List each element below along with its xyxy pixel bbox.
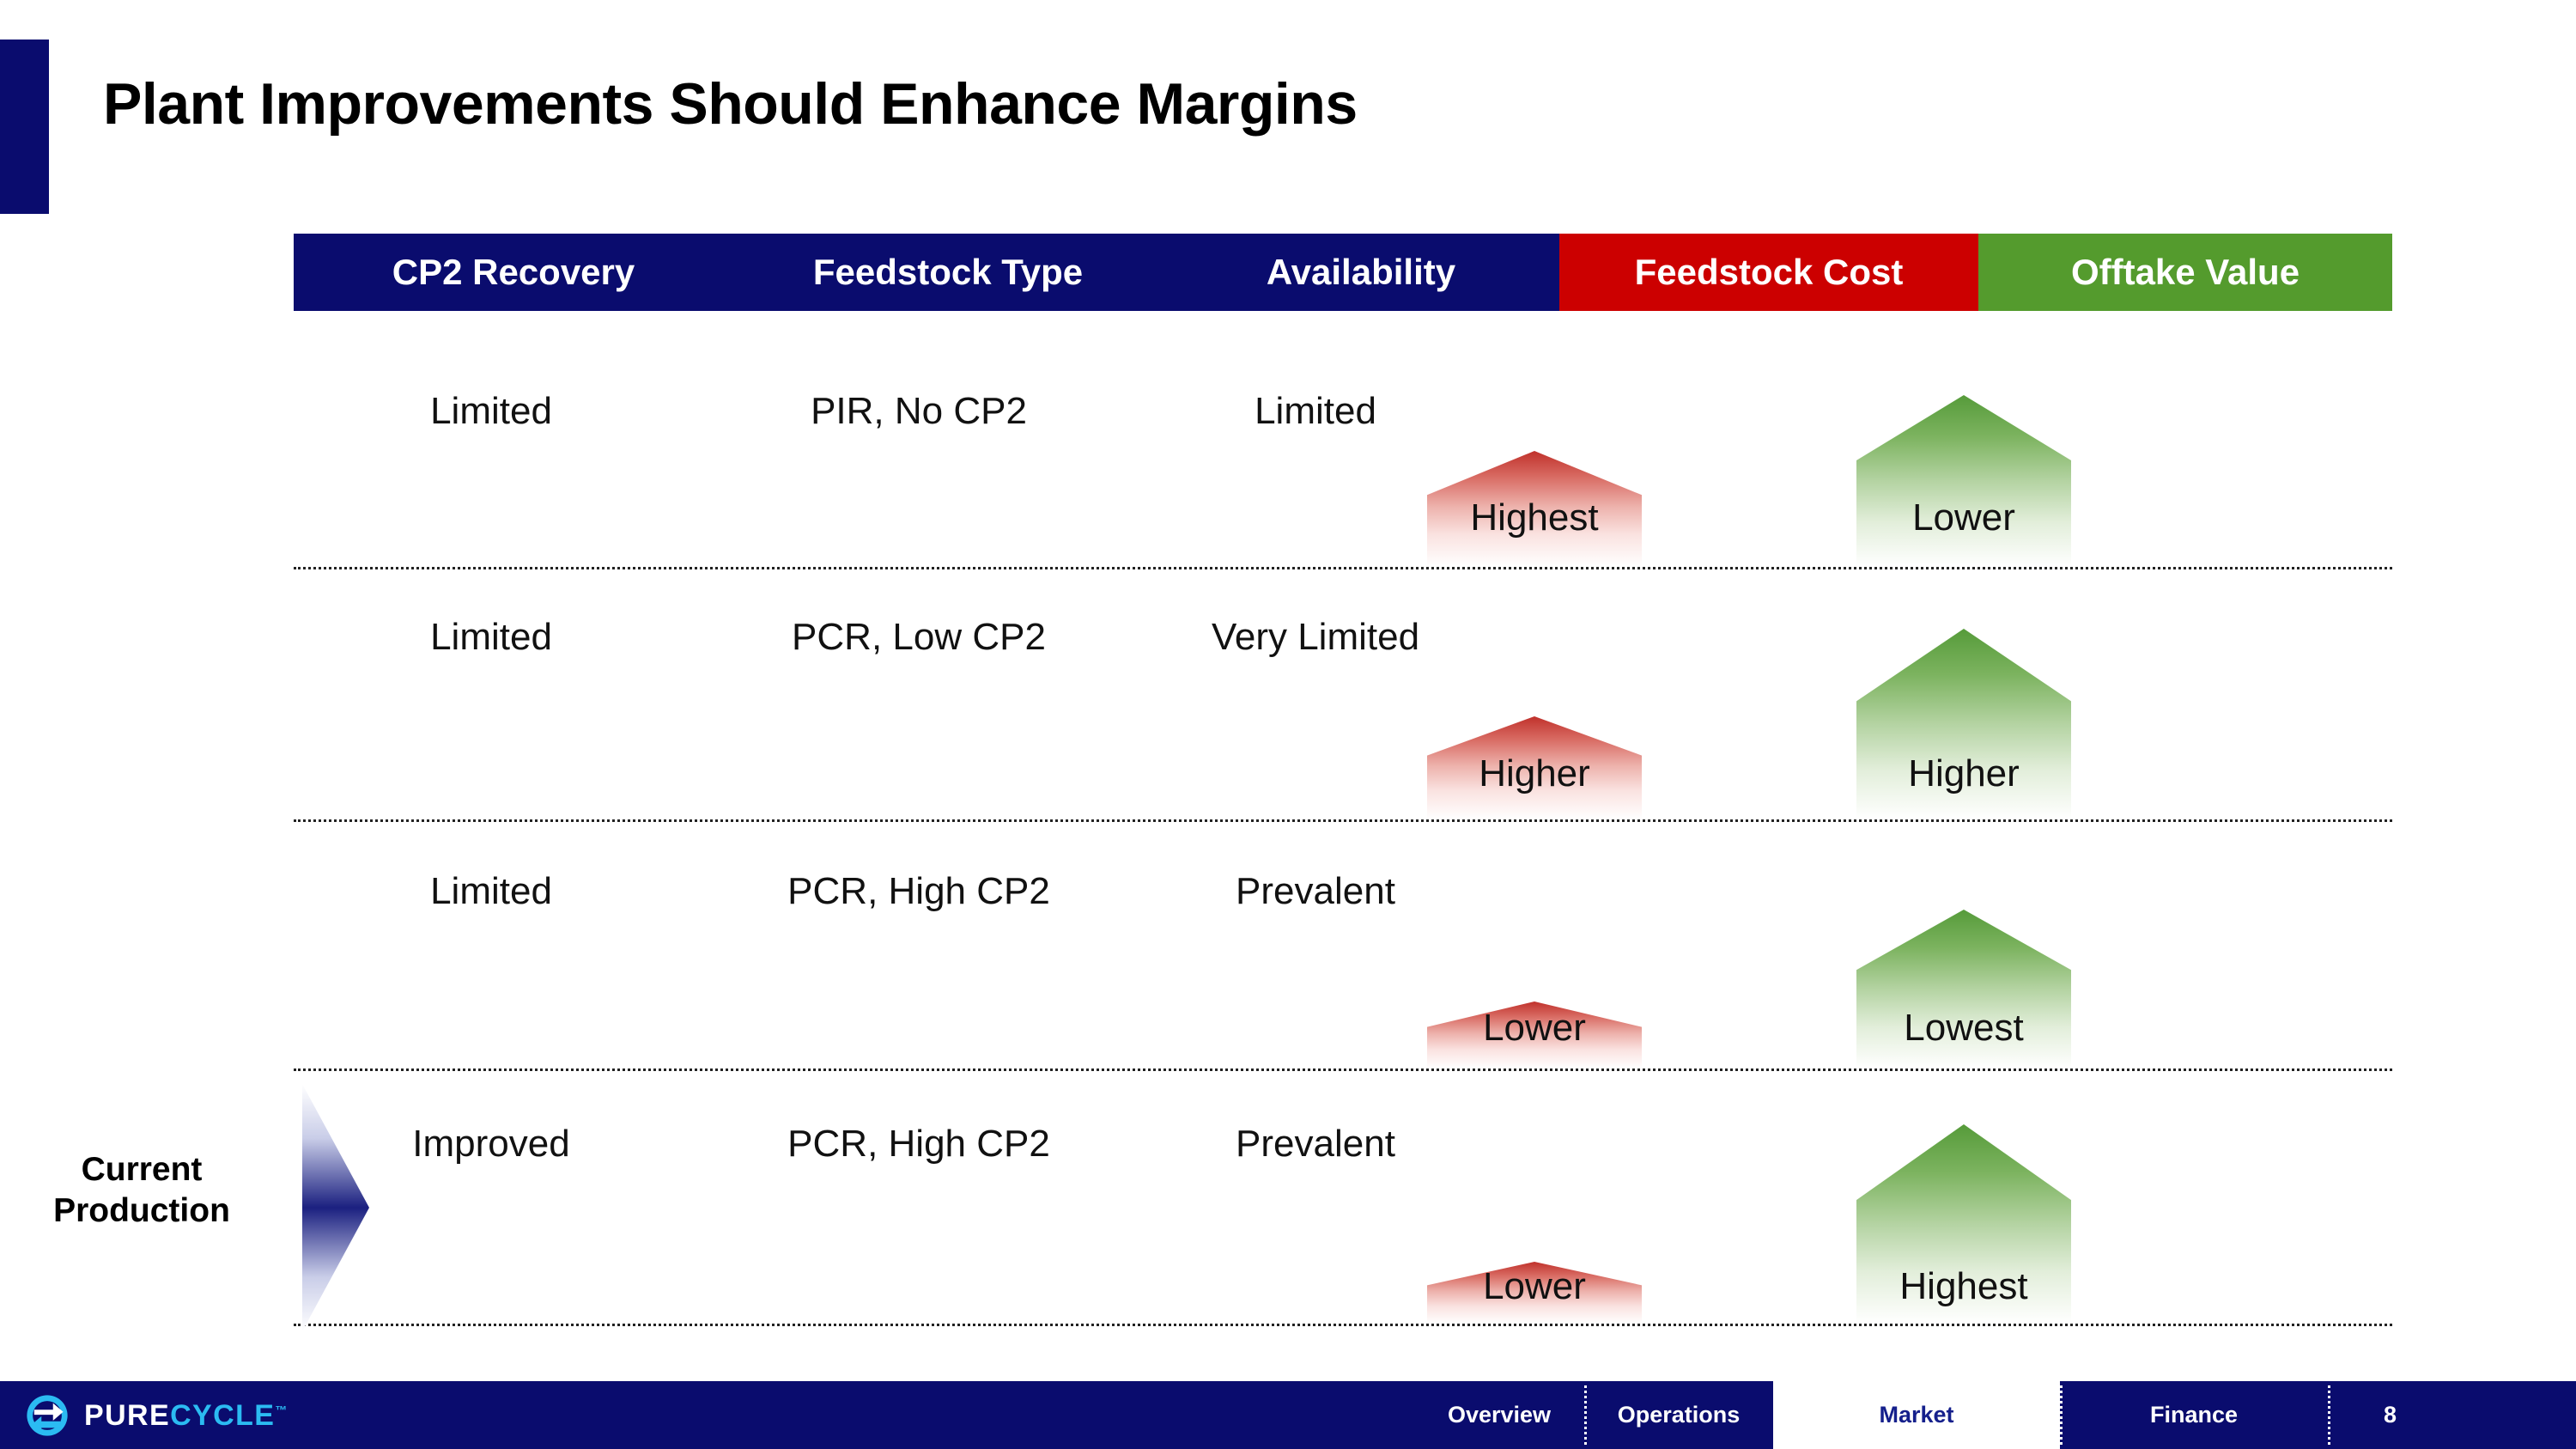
page-number: 8 — [2328, 1381, 2452, 1449]
cell-cp2-recovery: Limited — [430, 616, 552, 658]
offtake-value-arrow-container: Lower — [1856, 395, 2071, 567]
cell-feedstock-type: PCR, Low CP2 — [792, 616, 1046, 658]
column-header-feedstock-cost: Feedstock Cost — [1559, 234, 1978, 311]
feedstock-cost-arrow-container: Lower — [1427, 1262, 1642, 1324]
feedstock-cost-label: Higher — [1479, 752, 1590, 795]
table-row: Limited PIR, No CP2 Limited Highest Lowe… — [294, 328, 2392, 569]
feedstock-cost-label: Lower — [1483, 1007, 1586, 1049]
footer-bar: PURECYCLE™ Overview Operations Market Fi… — [0, 1381, 2576, 1449]
cell-cp2-recovery: Improved — [412, 1123, 570, 1165]
purecycle-logo: PURECYCLE™ — [24, 1392, 289, 1439]
cell-availability: Prevalent — [1236, 870, 1395, 912]
cell-availability: Very Limited — [1211, 616, 1420, 658]
cell-availability: Limited — [1255, 390, 1376, 432]
feedstock-cost-arrow-container: Higher — [1427, 716, 1642, 819]
footer-nav-item-market[interactable]: Market — [1773, 1381, 2060, 1449]
up-arrow-icon — [1856, 395, 2071, 567]
logo-wordmark: PURECYCLE™ — [84, 1401, 289, 1430]
logo-text-cycle: CYCLE — [170, 1398, 276, 1432]
footer-nav-item-overview[interactable]: Overview — [1447, 1402, 1552, 1428]
feedstock-cost-label: Lower — [1483, 1265, 1586, 1307]
table-row: Limited PCR, High CP2 Prevalent Lower Lo… — [294, 822, 2392, 1071]
footer-nav-item-finance[interactable]: Finance — [2060, 1381, 2328, 1449]
cell-feedstock-type: PIR, No CP2 — [811, 390, 1027, 432]
recycle-logo-icon — [27, 1394, 68, 1436]
page-title: Plant Improvements Should Enhance Margin… — [103, 71, 1358, 137]
logo-text-pure: PURE — [84, 1398, 171, 1432]
offtake-value-label: Lower — [1912, 496, 2015, 539]
offtake-value-label: Highest — [1899, 1265, 2028, 1307]
cell-cp2-recovery: Limited — [430, 870, 552, 912]
table-row: Improved PCR, High CP2 Prevalent Lower H… — [294, 1071, 2392, 1326]
cell-feedstock-type: PCR, High CP2 — [787, 1123, 1050, 1165]
footer-nav: Overview Operations Market Finance 8 — [1414, 1381, 2452, 1449]
feedstock-cost-label: Highest — [1470, 496, 1599, 539]
cell-cp2-recovery: Limited — [430, 390, 552, 432]
feedstock-cost-arrow-container: Highest — [1427, 451, 1642, 567]
current-production-line-2: Production — [53, 1191, 230, 1229]
offtake-value-arrow-container: Highest — [1856, 1124, 2071, 1324]
feedstock-cost-arrow-container: Lower — [1427, 1002, 1642, 1068]
footer-nav-item-operations[interactable]: Operations — [1584, 1381, 1773, 1449]
logo-trademark: ™ — [275, 1403, 289, 1417]
offtake-value-label: Higher — [1908, 752, 2020, 795]
column-header-offtake-value: Offtake Value — [1978, 234, 2392, 311]
table-body: Limited PIR, No CP2 Limited Highest Lowe… — [294, 328, 2392, 1326]
offtake-value-label: Lowest — [1904, 1007, 2024, 1049]
title-accent-bar — [0, 40, 49, 214]
cell-feedstock-type: PCR, High CP2 — [787, 870, 1050, 912]
offtake-value-arrow-container: Higher — [1856, 629, 2071, 819]
column-header-cp2-recovery: CP2 Recovery — [294, 234, 733, 311]
table-row: Limited PCR, Low CP2 Very Limited Higher… — [294, 569, 2392, 822]
current-production-line-1: Current — [81, 1151, 203, 1188]
table-header-row: CP2 Recovery Feedstock Type Availability… — [294, 234, 2392, 311]
current-production-label: Current Production — [17, 1149, 266, 1231]
offtake-value-arrow-container: Lowest — [1856, 910, 2071, 1068]
column-header-feedstock-type: Feedstock Type — [733, 234, 1163, 311]
column-header-availability: Availability — [1163, 234, 1559, 311]
cell-availability: Prevalent — [1236, 1123, 1395, 1165]
